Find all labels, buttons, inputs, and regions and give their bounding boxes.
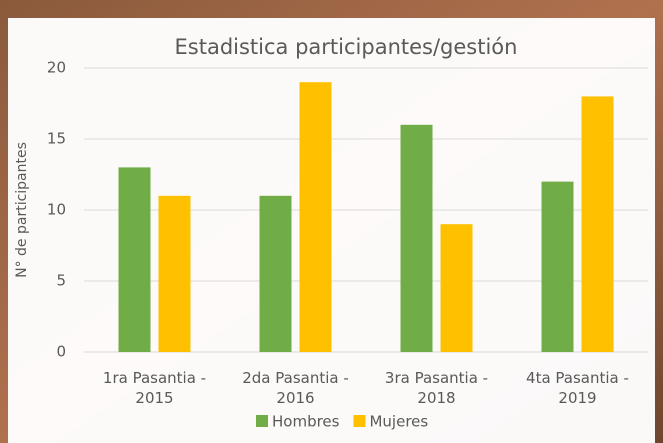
y-tick-label: 10	[47, 201, 66, 219]
chart-title: Estadistica participantes/gestión	[175, 35, 518, 59]
bar	[159, 196, 191, 352]
legend-swatch	[353, 415, 365, 427]
y-tick-label: 15	[47, 130, 66, 148]
y-axis-label: N° de participantes	[14, 142, 30, 278]
bar	[119, 167, 151, 352]
bar	[401, 125, 433, 352]
x-tick-label: 2da Pasantia - 2016	[231, 368, 361, 408]
bar	[542, 182, 574, 352]
legend-label: Hombres	[272, 413, 340, 431]
bar	[441, 224, 473, 352]
x-tick-label: 3ra Pasantia - 2018	[372, 368, 502, 408]
bar	[260, 196, 292, 352]
x-tick-label: 1ra Pasantia - 2015	[90, 368, 220, 408]
legend-label: Mujeres	[369, 413, 428, 431]
page: Estadistica participantes/gestión N° de …	[0, 0, 663, 443]
y-tick-label: 5	[56, 272, 66, 290]
y-tick-label: 0	[56, 343, 66, 361]
y-tick-label: 20	[47, 59, 66, 77]
legend-swatch	[256, 415, 268, 427]
x-tick-label: 4ta Pasantia - 2019	[513, 368, 643, 408]
bar	[582, 96, 614, 352]
bar	[300, 82, 332, 352]
